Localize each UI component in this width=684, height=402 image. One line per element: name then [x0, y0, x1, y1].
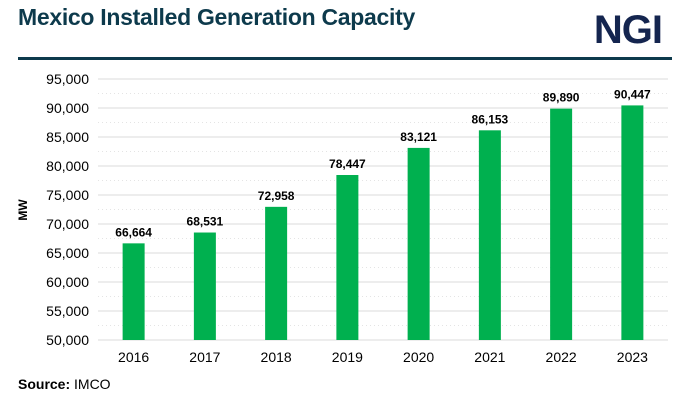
x-tick-label: 2022 — [546, 349, 577, 365]
y-tick-label: 55,000 — [46, 303, 89, 319]
x-tick-label: 2019 — [332, 349, 363, 365]
data-label: 68,531 — [187, 215, 224, 229]
data-label: 78,447 — [329, 157, 366, 171]
x-tick-label: 2020 — [403, 349, 434, 365]
y-tick-label: 50,000 — [46, 332, 89, 348]
data-label: 66,664 — [115, 225, 152, 239]
bar-2018 — [265, 206, 288, 340]
title-divider — [18, 57, 672, 60]
ngi-logo: NGI — [593, 8, 663, 52]
bar-2020 — [407, 147, 430, 340]
bar-2019 — [336, 175, 359, 340]
chart-title: Mexico Installed Generation Capacity — [18, 4, 415, 30]
source-value: IMCO — [74, 376, 111, 392]
y-axis-label: MW — [16, 199, 30, 221]
source-label: Source: — [18, 376, 71, 392]
x-tick-label: 2017 — [189, 349, 220, 365]
data-label: 90,447 — [614, 87, 651, 101]
y-tick-label: 80,000 — [46, 158, 89, 174]
bar-2017 — [193, 232, 216, 340]
data-label: 89,890 — [543, 91, 580, 105]
y-tick-label: 75,000 — [46, 187, 89, 203]
y-tick-label: 90,000 — [46, 100, 89, 116]
x-tick-label: 2021 — [474, 349, 505, 365]
y-tick-label: 65,000 — [46, 245, 89, 261]
bar-2021 — [478, 130, 501, 340]
x-tick-label: 2023 — [617, 349, 648, 365]
bar-2016 — [122, 243, 145, 340]
y-tick-label: 60,000 — [46, 274, 89, 290]
y-tick-label: 95,000 — [46, 71, 89, 87]
y-tick-label: 85,000 — [46, 129, 89, 145]
data-label: 72,958 — [258, 189, 295, 203]
data-label: 86,153 — [472, 112, 509, 126]
data-label: 83,121 — [400, 130, 437, 144]
x-tick-label: 2018 — [261, 349, 292, 365]
source-note: Source: IMCO — [18, 376, 111, 392]
bar-2023 — [621, 105, 644, 340]
y-tick-label: 70,000 — [46, 216, 89, 232]
x-tick-label: 2016 — [118, 349, 149, 365]
bar-2022 — [550, 108, 573, 340]
